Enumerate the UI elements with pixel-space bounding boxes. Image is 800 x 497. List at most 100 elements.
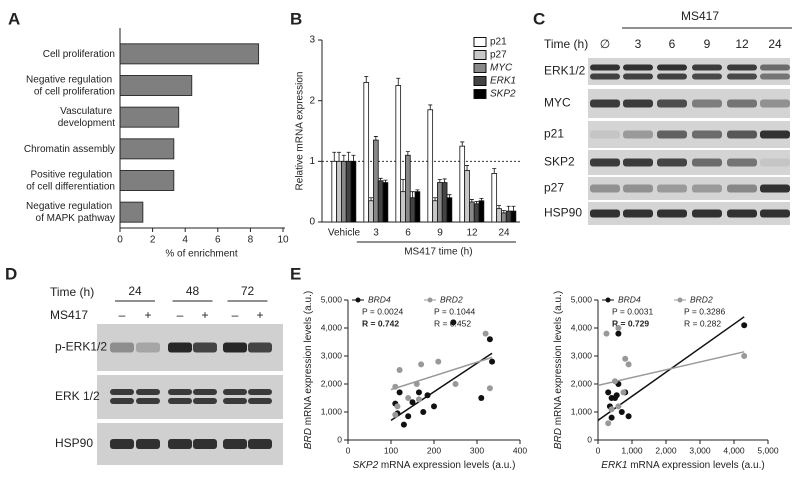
error-bar xyxy=(428,104,433,110)
time-label: Time (h) xyxy=(50,285,94,299)
bar xyxy=(510,210,517,223)
row-label: ERK 1/2 xyxy=(55,389,100,403)
point xyxy=(396,367,403,373)
blot-membrane xyxy=(588,202,790,225)
error-bar xyxy=(396,77,401,86)
x-tick-label: 2,000 xyxy=(655,445,677,455)
error-bar xyxy=(497,205,502,209)
legend-swatch xyxy=(473,50,487,60)
point xyxy=(392,411,399,418)
legend-stat: R = 0.452 xyxy=(434,318,471,328)
bar xyxy=(373,139,379,223)
point xyxy=(392,383,399,390)
error-bar xyxy=(401,179,406,192)
blot-band xyxy=(727,209,757,218)
blot-band xyxy=(110,342,134,353)
error-bar xyxy=(341,154,346,162)
point xyxy=(615,325,622,331)
error-bar xyxy=(501,210,506,213)
point xyxy=(625,413,632,420)
point xyxy=(450,319,457,326)
y-tick-label: 1,000 xyxy=(571,406,593,416)
point xyxy=(612,378,618,385)
panel-label: A xyxy=(8,9,20,28)
lane-label: 24 xyxy=(768,37,782,51)
legend-label: ERK1 xyxy=(490,76,516,87)
blot-membrane xyxy=(97,375,283,419)
blot-band xyxy=(692,73,722,80)
point xyxy=(405,395,412,401)
error-bar xyxy=(383,179,388,183)
x-tick-label: 9 xyxy=(437,228,443,239)
error-bar xyxy=(447,194,452,198)
point xyxy=(405,413,412,420)
blot-band xyxy=(223,342,247,353)
blot-band xyxy=(623,73,653,80)
x-tick-label: 6 xyxy=(215,235,221,246)
blot-band xyxy=(623,130,653,139)
error-bar xyxy=(506,205,511,212)
row-label: p-ERK1/2 xyxy=(55,340,107,354)
x-axis-label: ERK1 mRNA expression levels (a.u.) xyxy=(601,460,764,471)
blot-band xyxy=(623,184,653,193)
x-tick-label: 24 xyxy=(498,228,510,239)
lane-label: 3 xyxy=(635,37,642,51)
error-bar xyxy=(415,189,420,192)
x-tick-label: 6 xyxy=(405,228,411,239)
error-bar xyxy=(479,197,484,201)
legend-stat: P = 0.0031 xyxy=(612,306,653,316)
legend-stat: P = 0.1044 xyxy=(434,306,475,316)
blot-band xyxy=(193,389,217,395)
point xyxy=(741,353,748,359)
category-label: Vasculature development xyxy=(58,106,115,129)
legend-marker xyxy=(605,297,611,303)
blot-band xyxy=(657,158,687,167)
lane-label: 6 xyxy=(669,37,676,51)
legend-marker xyxy=(677,297,683,303)
blot-band xyxy=(110,398,134,404)
blot-band xyxy=(657,184,687,193)
legend-swatch xyxy=(473,63,487,73)
point xyxy=(431,403,437,410)
treatment-value: – xyxy=(232,308,239,322)
error-bar xyxy=(369,197,374,201)
bar xyxy=(341,160,347,223)
treatment-value: + xyxy=(256,308,263,322)
panel-label: D xyxy=(5,264,17,283)
error-bar xyxy=(351,154,356,162)
y-axis-label: BRD mRNA expression levels (a.u.) xyxy=(303,291,314,449)
time-label: Time (h) xyxy=(544,37,588,51)
legend-marker xyxy=(355,297,361,303)
row-label: SKP2 xyxy=(544,155,575,169)
point xyxy=(418,361,425,368)
y-tick-label: 2,000 xyxy=(321,378,343,388)
x-tick-label: 0 xyxy=(117,235,123,246)
y-tick-label: 0 xyxy=(337,434,342,444)
blot-band xyxy=(136,439,160,449)
y-tick-label: 4,000 xyxy=(321,322,343,332)
blot-band xyxy=(623,99,653,108)
point xyxy=(396,389,403,396)
y-tick-label: 4,000 xyxy=(571,322,593,332)
point xyxy=(615,330,622,337)
y-tick-label: 2 xyxy=(309,95,315,106)
time-value: 24 xyxy=(128,284,142,298)
blot-band xyxy=(248,389,272,395)
x-tick-label: Vehicle xyxy=(328,228,361,239)
trend-line xyxy=(597,351,745,387)
legend-stat: R = 0.729 xyxy=(612,318,649,328)
blot-band xyxy=(193,342,217,353)
blot-band xyxy=(110,439,134,449)
point xyxy=(452,381,459,387)
blot-band xyxy=(590,64,620,71)
point xyxy=(489,358,496,365)
point xyxy=(603,330,610,337)
blot-header: MS417 xyxy=(681,9,719,23)
y-axis-label: BRD mRNA expression levels (a.u.) xyxy=(553,291,564,449)
lane-label: 12 xyxy=(735,37,749,51)
blot-band xyxy=(223,439,247,449)
legend-swatch xyxy=(473,89,487,99)
point xyxy=(435,358,442,365)
legend-label: p27 xyxy=(490,50,507,61)
legend-marker xyxy=(427,297,433,303)
